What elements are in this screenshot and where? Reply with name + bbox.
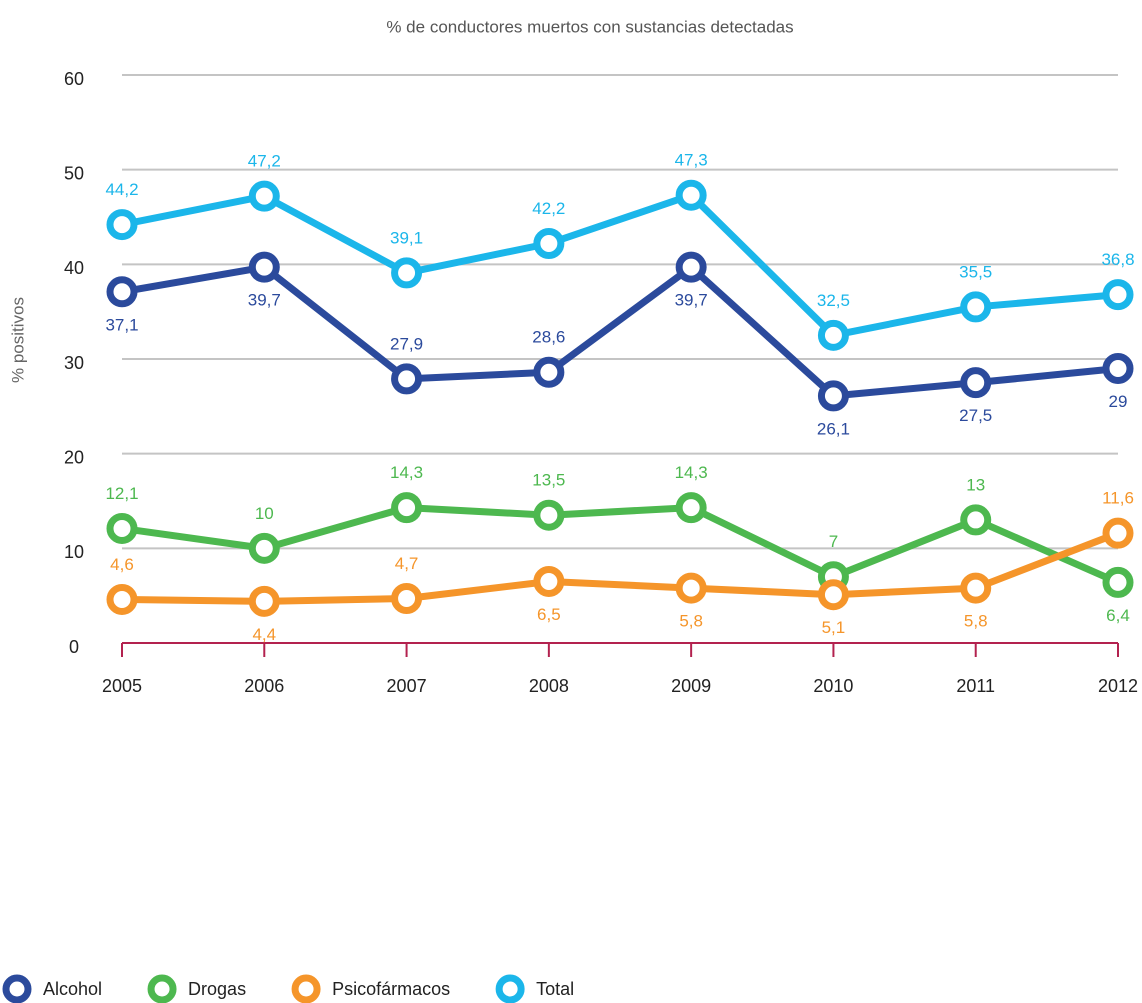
x-tick-label: 2006 — [244, 676, 284, 696]
data-label: 26,1 — [817, 419, 850, 438]
point — [960, 291, 992, 323]
data-label: 5,8 — [679, 612, 703, 631]
legend-label: Total — [536, 979, 574, 999]
y-tick-label: 0 — [69, 637, 79, 657]
data-label: 6,4 — [1106, 606, 1130, 625]
point — [817, 380, 849, 412]
point — [248, 180, 280, 212]
point — [675, 251, 707, 283]
point — [960, 367, 992, 399]
series-line — [121, 263, 1119, 400]
data-label: 13 — [966, 475, 985, 494]
data-label: 7 — [829, 532, 838, 551]
point — [533, 565, 565, 597]
point — [391, 257, 423, 289]
data-label: 13,5 — [532, 471, 565, 490]
data-label: 5,1 — [822, 618, 846, 637]
legend-swatch — [495, 974, 525, 1003]
data-label: 29 — [1109, 392, 1128, 411]
series-line — [121, 191, 1119, 339]
legend-swatch — [147, 974, 177, 1003]
data-label: 44,2 — [105, 180, 138, 199]
data-label: 39,7 — [675, 291, 708, 310]
data-label: 11,6 — [1102, 489, 1134, 508]
data-label: 6,5 — [537, 605, 561, 624]
data-label: 14,3 — [390, 463, 423, 482]
x-tick-label: 2009 — [671, 676, 711, 696]
data-label: 36,8 — [1101, 250, 1134, 269]
data-label: 4,7 — [395, 554, 419, 573]
data-label: 14,3 — [675, 463, 708, 482]
point — [106, 276, 138, 308]
point — [1102, 566, 1134, 598]
data-label: 47,2 — [248, 152, 281, 171]
y-tick-label: 60 — [64, 69, 84, 89]
point — [817, 579, 849, 611]
point — [675, 492, 707, 524]
y-tick-label: 10 — [64, 542, 84, 562]
point — [1102, 517, 1134, 549]
x-tick-label: 2011 — [956, 676, 995, 696]
y-tick-label: 40 — [64, 258, 84, 278]
x-tick-label: 2007 — [387, 676, 427, 696]
data-label: 12,1 — [105, 484, 138, 503]
data-label: 32,5 — [817, 291, 850, 310]
data-label: 42,2 — [532, 199, 565, 218]
data-label: 47,3 — [675, 151, 708, 170]
x-tick-label: 2008 — [529, 676, 569, 696]
point — [106, 512, 138, 544]
y-tick-label: 50 — [64, 163, 84, 183]
point — [817, 319, 849, 351]
point — [960, 572, 992, 604]
point — [391, 583, 423, 615]
data-label: 39,1 — [390, 228, 423, 247]
point — [1102, 279, 1134, 311]
series-line — [121, 504, 1120, 586]
data-label: 4,6 — [110, 555, 134, 574]
point — [533, 356, 565, 388]
point — [391, 363, 423, 395]
chart-title: % de conductores muertos con sustancias … — [386, 17, 793, 36]
point — [248, 532, 280, 564]
legend-label: Psicofármacos — [332, 979, 450, 999]
point — [533, 499, 565, 531]
legend-swatch — [2, 974, 32, 1003]
point — [533, 228, 565, 260]
point — [106, 583, 138, 615]
data-label: 27,9 — [390, 334, 423, 353]
data-label: 5,8 — [964, 612, 988, 631]
point — [106, 209, 138, 241]
legend-label: Alcohol — [43, 979, 102, 999]
data-label: 35,5 — [959, 262, 992, 281]
series-line — [121, 529, 1120, 605]
point — [248, 251, 280, 283]
y-tick-label: 20 — [64, 447, 84, 467]
y-axis-label: % positivos — [8, 297, 27, 383]
legend-label: Drogas — [188, 979, 246, 999]
data-label: 39,7 — [248, 291, 281, 310]
point — [248, 585, 280, 617]
x-tick-label: 2012 — [1098, 676, 1138, 696]
data-label: 37,1 — [105, 315, 138, 334]
point — [391, 492, 423, 524]
data-label: 27,5 — [959, 406, 992, 425]
point — [675, 179, 707, 211]
point — [1102, 352, 1134, 384]
data-label: 4,4 — [252, 625, 276, 644]
legend-swatch — [291, 974, 321, 1003]
point — [675, 572, 707, 604]
data-label: 28,6 — [532, 328, 565, 347]
point — [960, 504, 992, 536]
x-tick-label: 2010 — [813, 676, 853, 696]
x-tick-label: 2005 — [102, 676, 142, 696]
data-label: 10 — [255, 504, 274, 523]
y-tick-label: 30 — [64, 353, 84, 373]
